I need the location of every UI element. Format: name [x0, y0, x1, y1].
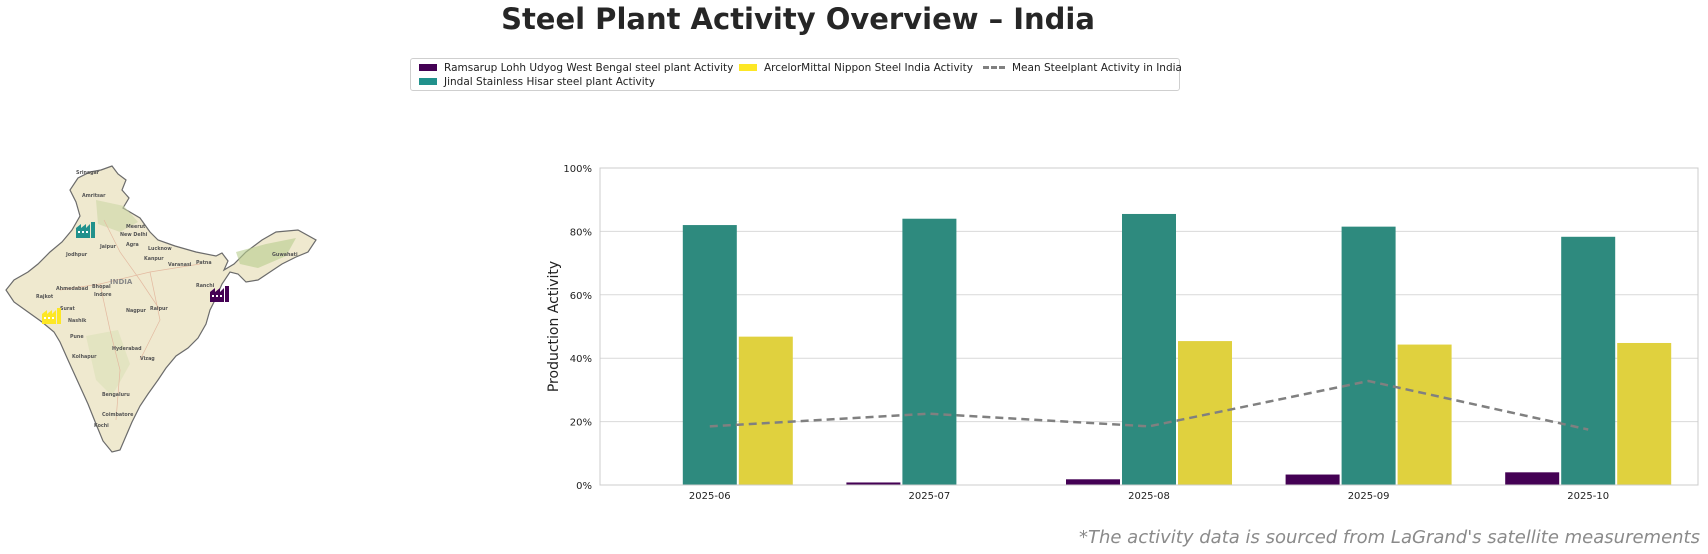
legend-item-mean: Mean Steelplant Activity in India [983, 62, 1182, 74]
road-network [59, 219, 201, 421]
bar-ramsarup [1285, 474, 1340, 485]
bar-arcelormittal [738, 336, 793, 485]
city-label: Pune [70, 334, 84, 340]
bar-arcelormittal [1178, 341, 1232, 485]
x-tick-label: 2025-09 [1348, 491, 1390, 502]
mean-activity-line [709, 379, 1589, 431]
city-label: Kolhapur [72, 354, 97, 360]
x-tick-label: 2025-08 [1128, 491, 1170, 502]
city-label: Vizag [140, 356, 155, 362]
legend-item-arcelormittal: ArcelorMittal Nippon Steel India Activit… [739, 62, 973, 74]
x-axis-ticks: 2025-06 2025-07 2025-08 2025-09 2025-10 [689, 491, 1609, 502]
city-label: Varanasi [168, 262, 192, 268]
factory-icon [42, 308, 61, 324]
bars [682, 213, 1672, 485]
bar-arcelormittal [1617, 342, 1672, 485]
bar-jindal [1341, 226, 1396, 485]
legend-item-jindal: Jindal Stainless Hisar steel plant Activ… [419, 76, 655, 88]
bar-ramsarup [1505, 472, 1560, 485]
road-line [139, 271, 161, 361]
city-label: Kochi [94, 423, 109, 429]
legend-label-mean: Mean Steelplant Activity in India [1012, 62, 1182, 74]
city-label: Ranchi [196, 283, 215, 289]
city-label: Kanpur [144, 256, 164, 262]
legend-swatch-arcelormittal [739, 63, 757, 71]
bar-jindal [682, 225, 737, 485]
city-label: Lucknow [148, 246, 172, 252]
legend-label-jindal: Jindal Stainless Hisar steel plant Activ… [444, 76, 655, 88]
terrain-patch-north [96, 200, 138, 232]
city-label: Nashik [68, 318, 87, 324]
city-label: Nagpur [126, 308, 147, 314]
city-label: Surat [60, 306, 75, 312]
factory-chimney [225, 286, 229, 302]
y-tick-label: 0% [576, 481, 592, 492]
city-label: Jaipur [99, 244, 117, 250]
factory-icon [210, 286, 229, 302]
legend-item-ramsarup: Ramsarup Lohh Udyog West Bengal steel pl… [419, 62, 733, 74]
legend-swatch-jindal [419, 77, 437, 85]
y-axis-ticks: 0% 20% 40% 60% 80% 100% [563, 164, 592, 492]
city-label: Agra [126, 242, 139, 248]
city-label: Rajkot [36, 294, 54, 300]
road-line [99, 283, 121, 421]
city-label: Amritsar [82, 193, 106, 199]
city-label: Patna [196, 260, 212, 266]
road-line [103, 219, 161, 311]
plot-frame [599, 167, 1699, 486]
city-label: Indore [94, 292, 112, 298]
city-label: Hyderabad [112, 346, 142, 352]
y-tick-label: 40% [570, 354, 592, 365]
road-line [59, 263, 201, 291]
india-map: Srinagar Amritsar Meerut New Delhi Jaipu… [5, 165, 317, 453]
bar-arcelormittal [1397, 344, 1452, 485]
factory-icon [76, 222, 95, 238]
x-tick-label: 2025-07 [909, 491, 951, 502]
city-label: Ahmedabad [56, 286, 89, 292]
factory-chimney [91, 222, 95, 238]
chart-title: Steel Plant Activity Overview – India [501, 2, 1095, 36]
y-tick-label: 60% [570, 291, 592, 302]
city-label: Raipur [150, 306, 168, 312]
terrain-patch-east [236, 238, 296, 268]
bar-jindal [902, 218, 957, 485]
legend-swatch-ramsarup [419, 63, 437, 71]
x-tick-label: 2025-10 [1567, 491, 1609, 502]
bar-jindal [1122, 213, 1176, 485]
bar-ramsarup [1066, 479, 1120, 485]
y-tick-label: 20% [570, 418, 592, 429]
city-label: Coimbatore [102, 412, 134, 418]
city-label: Bhopal [92, 284, 111, 290]
country-label: INDIA [110, 278, 133, 286]
bar-ramsarup [846, 482, 901, 485]
legend-swatch-mean [983, 65, 1005, 69]
footnote: *The activity data is sourced from LaGra… [1078, 527, 1700, 548]
y-tick-label: 100% [563, 164, 592, 175]
factory-chimney [57, 308, 61, 324]
bar-chart: 0% 20% 40% 60% 80% 100% 2025-06 2025-07 2025-08… [546, 164, 1699, 502]
city-label: Meerut [126, 224, 146, 230]
legend-label-arcelormittal: ArcelorMittal Nippon Steel India Activit… [764, 62, 973, 74]
city-label: Bengaluru [102, 392, 130, 398]
city-label: Jodhpur [65, 252, 88, 258]
mean-line [709, 379, 1589, 431]
bar-jindal [1561, 236, 1616, 485]
x-tick-label: 2025-06 [689, 491, 731, 502]
chart-legend: Ramsarup Lohh Udyog West Bengal steel pl… [410, 58, 1182, 91]
legend-label-ramsarup: Ramsarup Lohh Udyog West Bengal steel pl… [444, 62, 734, 74]
city-label: Srinagar [76, 170, 100, 176]
y-axis-label: Production Activity [546, 261, 562, 392]
y-tick-label: 80% [570, 227, 592, 238]
city-label: Guwahati [272, 252, 298, 258]
city-label: New Delhi [120, 232, 148, 238]
